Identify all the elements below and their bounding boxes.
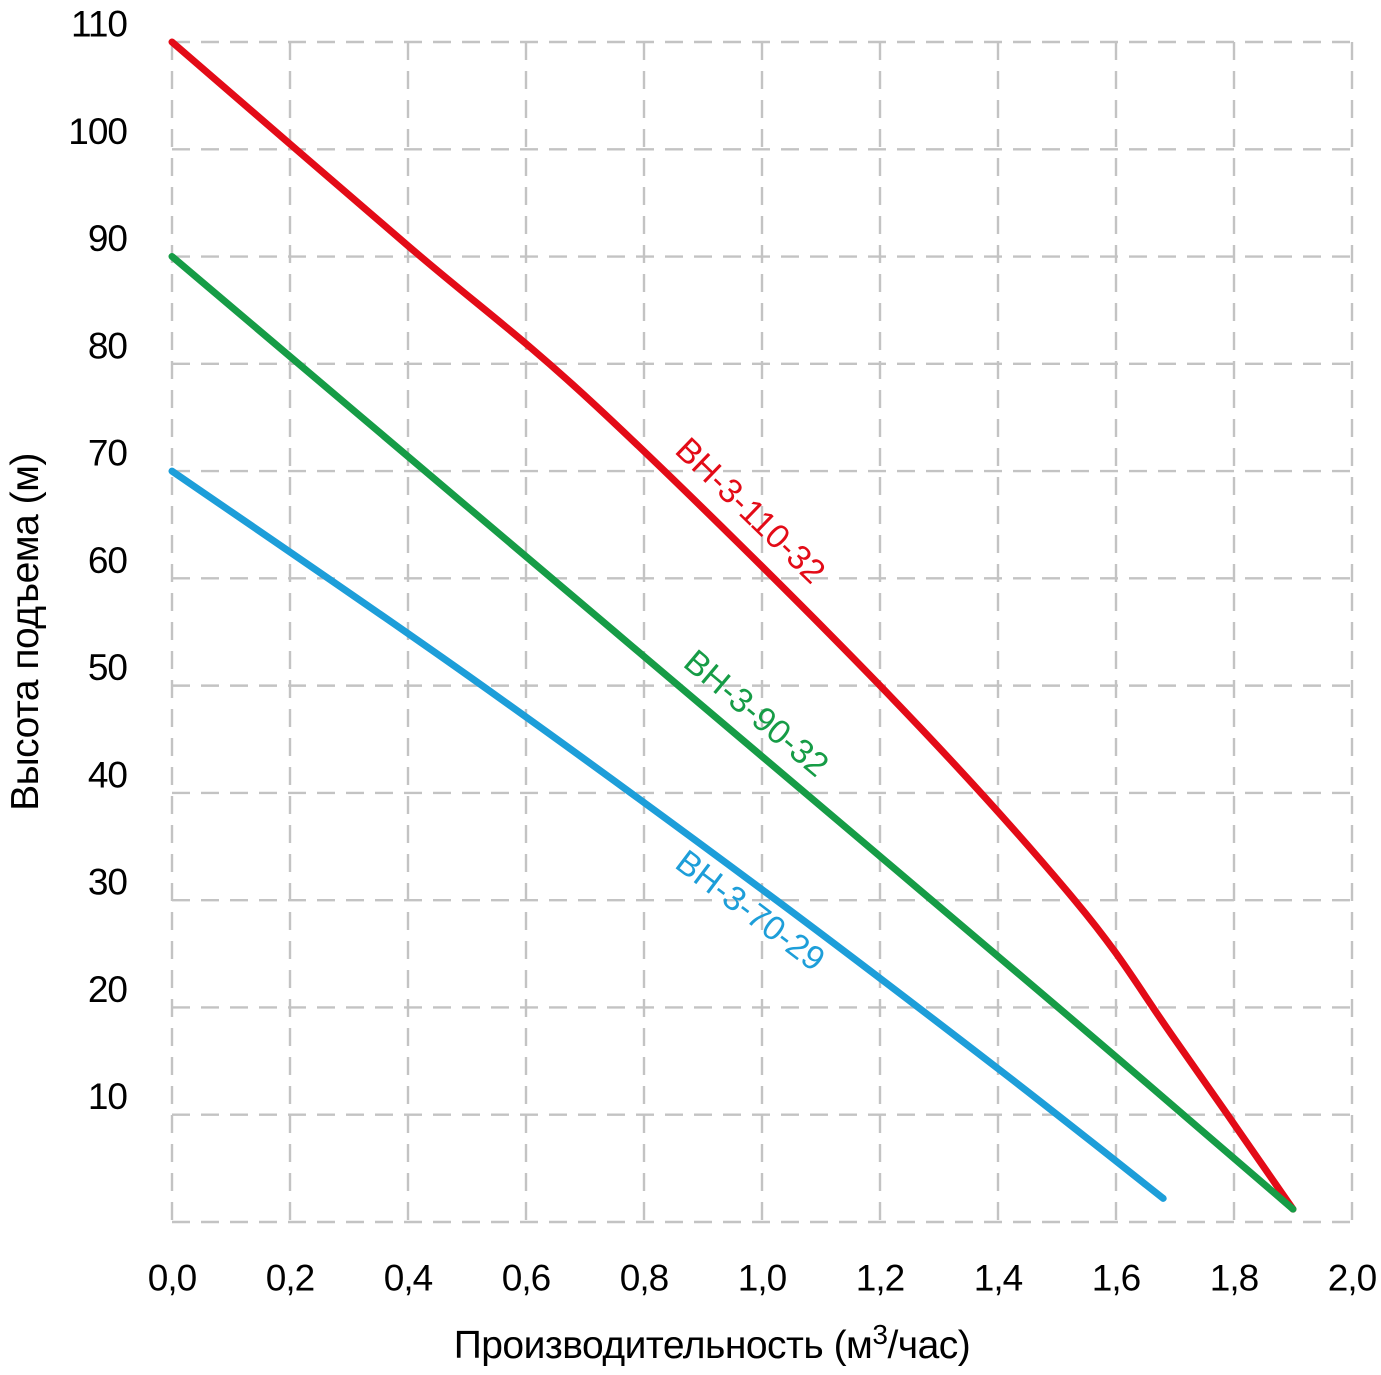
curve-ВН-3-110-32 [168,38,1297,1213]
x-tick-label: 2,0 [1328,1258,1377,1299]
x-tick-label: 1,0 [738,1258,787,1299]
y-tick-label: 50 [88,647,128,688]
y-tick-label: 70 [88,433,128,474]
gridlines [170,40,1354,1224]
x-tick-label: 0,2 [266,1258,314,1299]
y-tick-label: 80 [88,325,128,366]
x-axis-tick-labels: 0,0 0,2 0,4 0,6 0,8 1,0 1,2 1,4 1,6 1,8 2,0 [148,1258,1378,1299]
x-tick-label: 1,4 [974,1258,1023,1299]
y-tick-label: 100 [68,111,127,152]
x-axis-title: Производительность (м3/час) [454,1319,971,1367]
pump-curves [168,38,1297,1213]
y-axis-title: Высота подъема (м) [4,453,47,811]
x-tick-label: 0,4 [384,1258,433,1299]
x-tick-label: 1,6 [1092,1258,1140,1299]
y-tick-label: 90 [88,218,128,259]
x-tick-label: 0,6 [502,1258,550,1299]
curve-label-ВН-3-70-29: ВН-3-70-29 [669,843,832,979]
x-tick-label: 0,0 [148,1258,197,1299]
x-tick-label: 0,8 [620,1258,668,1299]
curve-ВН-3-70-29 [168,467,1167,1202]
y-tick-label: 60 [88,540,128,581]
y-axis-tick-labels: 10 20 30 40 50 60 70 80 90 100 110 [68,3,128,1117]
y-tick-label: 40 [88,754,128,795]
x-tick-label: 1,8 [1210,1258,1258,1299]
curve-labels: ВН-3-110-32 ВН-3-90-32 ВН-3-70-29 [668,430,836,979]
curve-ВН-3-90-32 [168,253,1297,1213]
y-tick-label: 10 [88,1076,128,1117]
x-tick-label: 1,2 [856,1258,904,1299]
curve-label-ВН-3-110-32: ВН-3-110-32 [668,430,833,591]
curve-label-ВН-3-90-32: ВН-3-90-32 [677,642,836,784]
x-axis-title-superscript: 3 [872,1319,887,1350]
y-tick-label: 20 [88,969,128,1010]
y-tick-label: 110 [71,3,127,44]
y-tick-label: 30 [88,862,128,903]
x-axis-title-tail: /час) [887,1324,970,1367]
x-axis-title-main: Производительность (м [454,1324,873,1367]
